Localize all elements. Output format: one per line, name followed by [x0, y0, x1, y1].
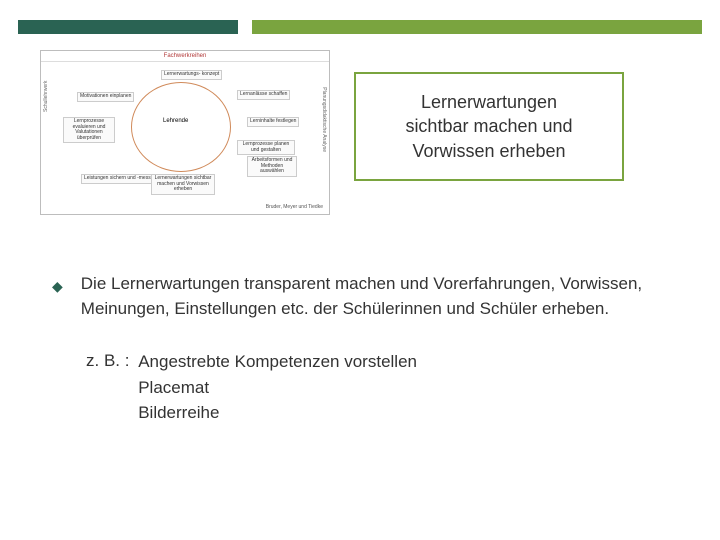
diagram-box-8: Leistungen sichern und -messung [81, 174, 162, 184]
diagram-circle [131, 82, 231, 172]
highlight-box: Lernerwartungen sichtbar machen und Vorw… [354, 72, 624, 181]
highlight-line-3: Vorwissen erheben [370, 139, 608, 163]
diagram-box-2: Motivationen einplanen [77, 92, 134, 102]
diagram-core: Lehrende [163, 118, 188, 124]
bar-segment-dark [18, 20, 238, 34]
examples-label: z. B. : [86, 349, 129, 374]
upper-content: Fachwerkreihen Schullehrwerk Lehrende Le… [40, 50, 680, 230]
diagram-box-5: Lerninhalte festlegen [247, 117, 299, 127]
diagram-leftlabel: Schullehrwerk [43, 81, 49, 112]
diagram-body: Schullehrwerk Lehrende Lernerwartungs- k… [41, 62, 329, 212]
process-diagram: Fachwerkreihen Schullehrwerk Lehrende Le… [40, 50, 330, 215]
example-item-1: Angestrebte Kompetenzen vorstellen [138, 349, 417, 375]
diamond-bullet-icon: ◆ [52, 276, 63, 321]
highlight-line-1: Lernerwartungen [370, 90, 608, 114]
examples-list: Angestrebte Kompetenzen vorstellen Place… [138, 349, 417, 426]
bullet-item: ◆ Die Lernerwartungen transparent machen… [52, 272, 660, 321]
diagram-box-1: Lernerwartungs- konzept [161, 70, 222, 80]
diagram-rightlabel: Planungsdidaktische Analyse [321, 87, 327, 152]
highlight-line-2: sichtbar machen und [370, 114, 608, 138]
diagram-box-6: Lernprozesse planen und gestalten [237, 140, 295, 155]
bullet-text: Die Lernerwartungen transparent machen u… [81, 272, 660, 321]
diagram-box-7: Arbeitsformen und Methoden auswählen [247, 156, 297, 177]
diagram-box-9: Lernerwartungen sichtbar machen und Vorw… [151, 174, 215, 195]
example-item-3: Bilderreihe [138, 400, 417, 426]
diagram-title: Fachwerkreihen [41, 51, 329, 62]
bar-segment-gap [238, 20, 252, 34]
diagram-box-3: Lernanlässe schaffen [237, 90, 290, 100]
diagram-footer: Bruder, Meyer und Tiedke [266, 204, 323, 210]
example-item-2: Placemat [138, 375, 417, 401]
diagram-box-4: Lernprozesse evaluieren und Valutationen… [63, 117, 115, 143]
examples-block: z. B. : Angestrebte Kompetenzen vorstell… [86, 349, 660, 426]
body-content: ◆ Die Lernerwartungen transparent machen… [52, 272, 660, 426]
header-bar [18, 20, 702, 34]
bar-segment-light [252, 20, 702, 34]
